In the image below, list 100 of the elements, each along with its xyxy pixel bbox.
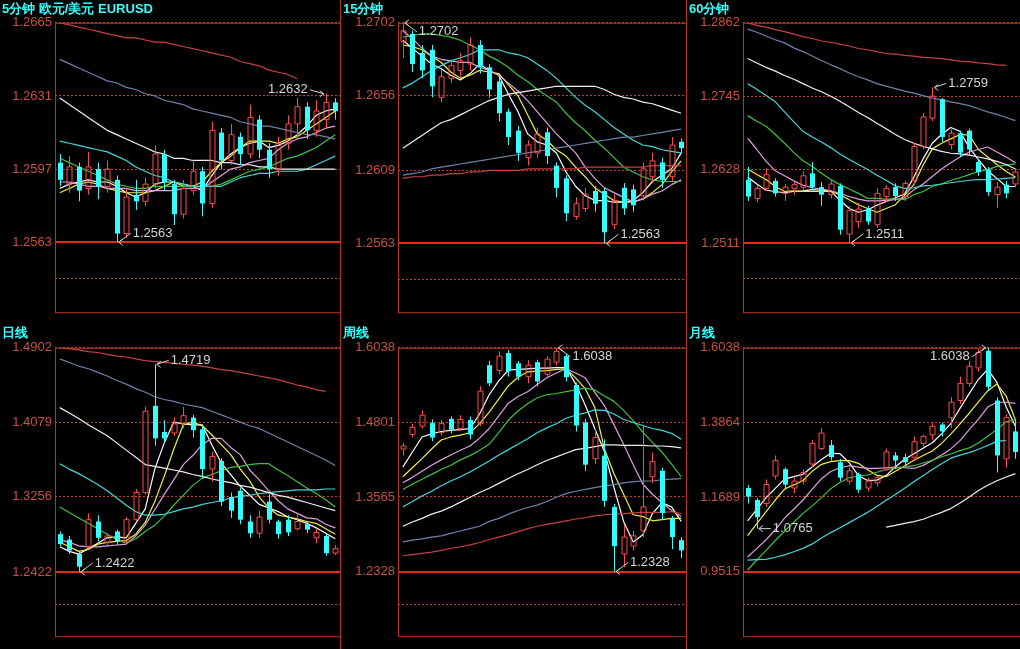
y-tick-label: 1.4801 [355,413,395,429]
candlestick [1013,418,1018,460]
annotation: 1.2422 [94,554,135,570]
y-tick-label: 1.1689 [700,488,740,504]
candlestick [856,472,861,494]
candlestick [679,536,684,559]
candlestick [333,97,338,121]
y-tick-label: 1.2862 [700,14,740,30]
candlestick [77,549,82,573]
candlestick [800,170,807,191]
candlestick [534,127,541,159]
candlestick [191,414,196,438]
annotation: 1.2702 [418,23,459,39]
candlestick [96,514,101,542]
candlestick [855,202,862,229]
candlestick [324,533,329,557]
candlestick [67,535,72,555]
candlestick [669,136,676,182]
candlestick [791,477,798,494]
candlestick [829,439,834,462]
candlestick [967,128,972,157]
y-tick-label: 1.2665 [12,14,52,30]
y-tick-label: 1.2609 [355,161,395,177]
y-tick-label: 1.2656 [355,87,395,103]
annotation: 1.2632 [267,81,308,97]
candlestick [593,185,598,213]
chart-title: 周线 [343,325,369,340]
candlestick [123,516,130,544]
candlestick [911,436,918,462]
candlestick [248,514,253,539]
candlestick [554,161,559,198]
y-tick-label: 1.2511 [701,234,740,250]
y-tick-label: 1.2745 [700,87,740,103]
candlestick [267,493,272,524]
candlestick [810,161,815,191]
candlestick [773,177,778,198]
candlestick [783,466,788,491]
candlestick [285,114,292,151]
candlestick [294,514,301,532]
candlestick [190,159,197,196]
candlestick [400,22,407,59]
candlestick [323,93,330,129]
y-tick-label: 1.4079 [12,413,52,429]
chart-title: 60分钟 [689,1,730,16]
annotation: 1.6038 [572,348,613,364]
candlestick [948,128,955,150]
candlestick [986,166,991,197]
annotation: 1.2511 [865,225,904,241]
candlestick [920,434,927,448]
candlestick [564,353,569,382]
y-tick-label: 1.4902 [12,339,52,355]
candlestick [902,180,909,202]
candlestick [630,530,637,551]
candlestick [819,181,824,207]
chart-title: 月线 [689,325,715,340]
candlestick [85,151,92,196]
candlestick [828,179,835,199]
candlestick [791,181,798,196]
y-tick-label: 1.2702 [355,14,395,30]
candlestick [800,468,807,486]
candlestick [622,182,627,216]
candlestick [468,415,473,440]
candlestick [420,44,425,79]
candlestick [228,123,235,166]
candlestick [865,477,872,492]
candlestick [846,466,853,486]
candlestick [171,417,178,437]
candlestick [487,63,492,98]
candlestick [649,152,656,182]
candlestick [238,132,243,166]
candlestick [763,478,770,508]
candlestick [545,127,550,165]
candlestick [516,125,521,162]
y-tick-label: 1.2631 [12,87,52,103]
annotation: 1.2563 [620,225,661,241]
y-tick-label: 1.3256 [12,488,52,504]
candlestick [516,360,521,381]
candlestick [883,184,890,203]
candlestick [782,183,789,202]
candlestick [631,184,636,213]
chart-title: 日线 [2,325,28,340]
y-tick-label: 0.9515 [700,563,740,579]
candlestick [660,157,665,189]
y-tick-label: 1.6038 [700,339,740,355]
y-tick-label: 1.3565 [355,488,395,504]
candlestick [535,359,540,387]
chart-title: 15分钟 [343,1,384,16]
candlestick [448,58,455,84]
candlestick [438,419,445,437]
candlestick [874,187,881,229]
candlestick [582,187,589,213]
candlestick [763,167,770,192]
candlestick [313,99,320,138]
candlestick [553,347,560,366]
candlestick [746,166,751,202]
candlestick [487,360,492,387]
candlestick [332,544,339,556]
y-tick-label: 1.2422 [12,563,52,579]
candlestick [525,359,532,384]
candlestick [838,458,843,482]
